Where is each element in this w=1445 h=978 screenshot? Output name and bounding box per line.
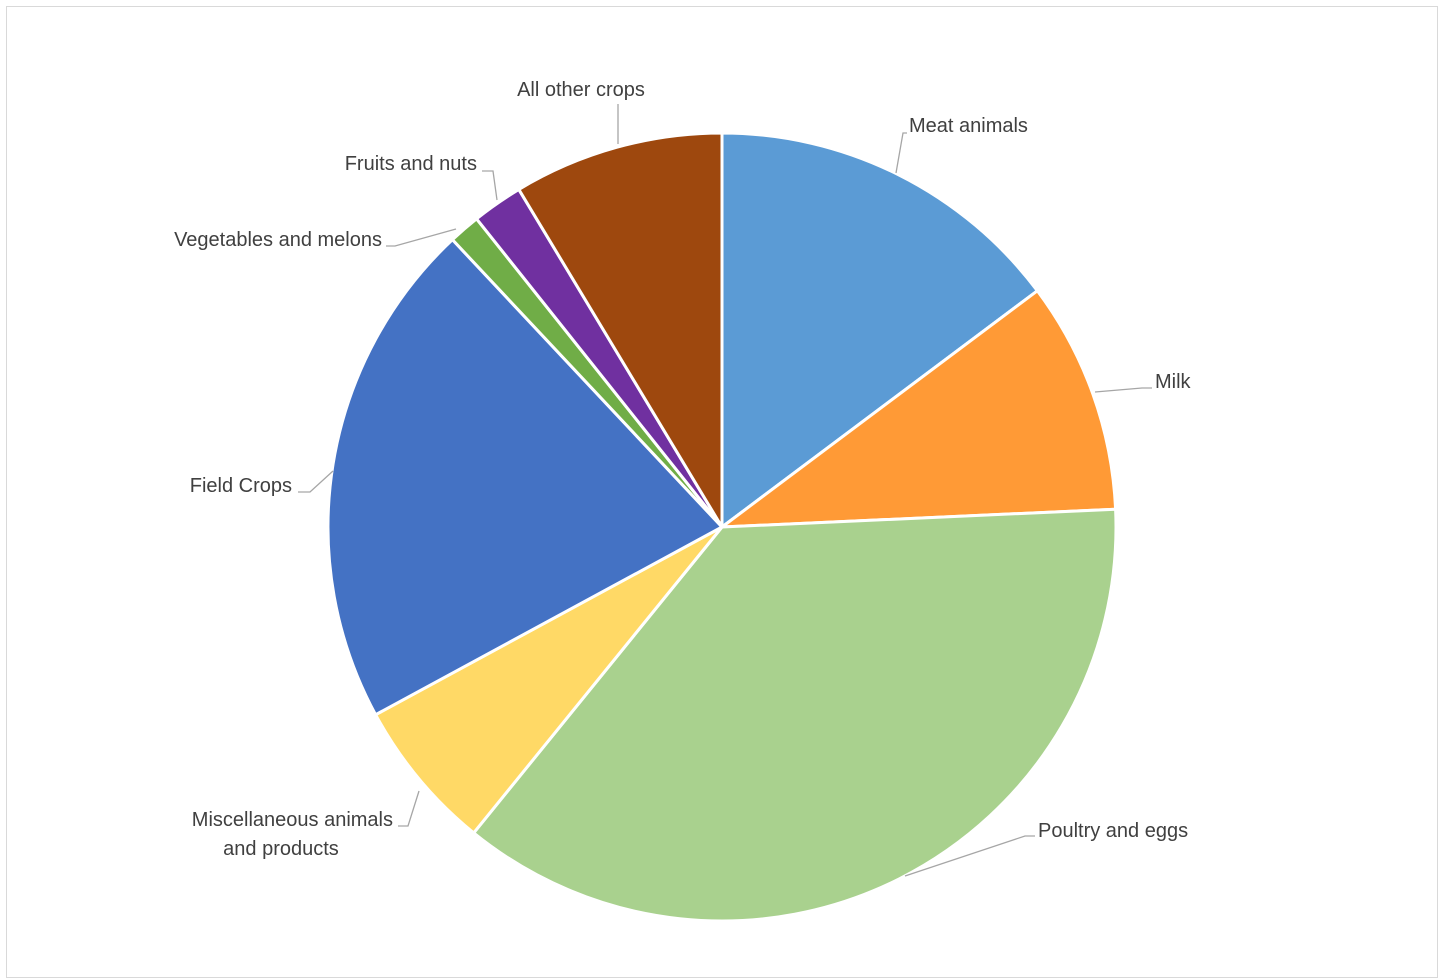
slice-label: Meat animals [909, 115, 1028, 137]
pie-slice-poultry-and-eggs [472, 507, 1118, 923]
slice-label: All other crops [517, 79, 645, 101]
leader-line [895, 132, 907, 174]
leader-line [904, 835, 1035, 877]
leader-line [398, 790, 420, 827]
slices-layer [326, 131, 1118, 923]
pie-slice-meat-animals [720, 131, 1039, 529]
leader-lines-layer [298, 104, 1152, 877]
leader-line [1094, 387, 1152, 393]
slice-label: Vegetables and melons [174, 229, 382, 251]
pie-slice-miscellaneous-animals-and-products [374, 525, 724, 835]
slice-label: Fruits and nuts [345, 153, 477, 175]
labels-layer: Meat animals Milk Poultry and eggs Miscella… [174, 79, 1191, 860]
leader-line [386, 228, 457, 247]
pie-slice-field-crops [326, 238, 724, 717]
slice-label: Poultry and eggs [1038, 820, 1188, 842]
pie-slice-all-other-crops [517, 131, 724, 529]
slice-label: Field Crops [190, 475, 292, 497]
slice-label: Miscellaneous animals and products [192, 809, 393, 860]
pie-slice-milk [720, 289, 1118, 529]
leader-line [298, 470, 334, 493]
slice-label: Milk [1155, 371, 1192, 393]
leader-line [482, 170, 498, 201]
